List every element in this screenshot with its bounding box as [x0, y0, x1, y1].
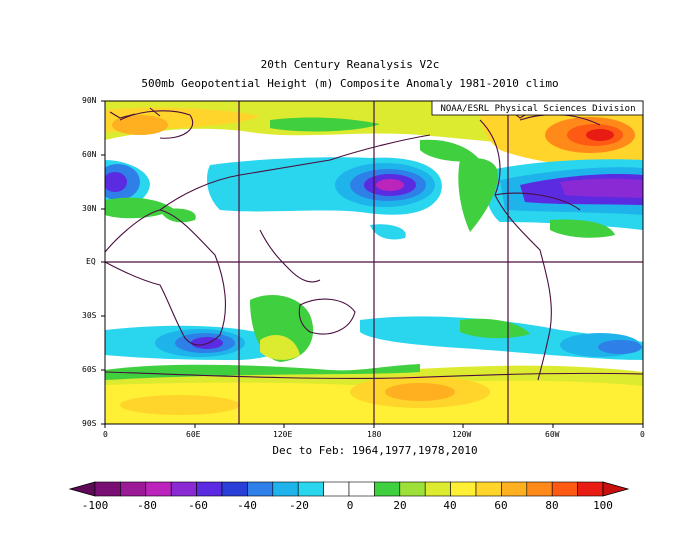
colorbar	[68, 481, 630, 497]
colorbar-label: -80	[137, 499, 157, 512]
x-tick-label: 60W	[545, 430, 560, 439]
colorbar-label: 0	[346, 499, 354, 512]
colorbar-label: -60	[188, 499, 208, 512]
colorbar-swatch	[145, 481, 172, 497]
colorbar-swatch	[551, 481, 578, 497]
colorbar-swatch	[526, 481, 553, 497]
colorbar-swatch	[120, 481, 147, 497]
map-gridlines	[105, 101, 643, 424]
colorbar-label: 20	[393, 499, 407, 512]
y-tick-label: 30N	[82, 204, 97, 213]
colorbar-swatch	[94, 481, 121, 497]
coastlines	[105, 105, 643, 381]
colorbar-label: 100	[593, 499, 613, 512]
colorbar-swatch	[196, 481, 223, 497]
y-tick-label: 30S	[82, 311, 97, 320]
colorbar-label: 40	[443, 499, 457, 512]
colorbar-swatch	[297, 481, 324, 497]
axis-ticks	[101, 100, 644, 428]
colorbar-arrow-high	[602, 481, 630, 497]
colorbar-swatch	[475, 481, 502, 497]
colorbar-label: 60	[494, 499, 508, 512]
credit-box	[431, 100, 644, 116]
colorbar-swatch	[221, 481, 248, 497]
map-title: 20th Century Reanalysis V2c	[260, 58, 440, 71]
x-tick-label: 60E	[186, 430, 201, 439]
colorbar-label: 80	[545, 499, 559, 512]
colorbar-swatch	[272, 481, 299, 497]
y-tick-label: 90N	[82, 96, 97, 105]
colorbar-swatch	[501, 481, 528, 497]
colorbar-swatch	[374, 481, 401, 497]
colorbar-swatch	[424, 481, 451, 497]
colorbar-swatch	[247, 481, 274, 497]
map-subtitle: 500mb Geopotential Height (m) Composite …	[141, 77, 559, 90]
x-tick-label: 120W	[452, 430, 472, 439]
x-tick-label: 180	[367, 430, 382, 439]
y-tick-label: 60N	[82, 150, 97, 159]
colorbar-swatch	[170, 481, 197, 497]
colorbar-swatch	[450, 481, 477, 497]
x-tick-label: 120E	[273, 430, 293, 439]
y-tick-label: EQ	[86, 257, 96, 266]
colorbar-label: -40	[237, 499, 257, 512]
colorbar-swatch	[399, 481, 426, 497]
colorbar-arrow-low	[68, 481, 96, 497]
colorbar-label: -100	[81, 499, 109, 512]
credit-text: NOAA/ESRL Physical Sciences Division	[440, 104, 635, 114]
colorbar-swatch	[323, 481, 350, 497]
colorbar-swatch	[348, 481, 375, 497]
x-tick-label: 0	[103, 430, 108, 439]
x-tick-label: 0	[640, 430, 645, 439]
composite-period-label: Dec to Feb: 1964,1977,1978,2010	[272, 444, 478, 457]
y-tick-label: 60S	[82, 365, 97, 374]
colorbar-label: -20	[289, 499, 309, 512]
y-tick-label: 90S	[82, 419, 97, 428]
colorbar-swatch	[577, 481, 604, 497]
